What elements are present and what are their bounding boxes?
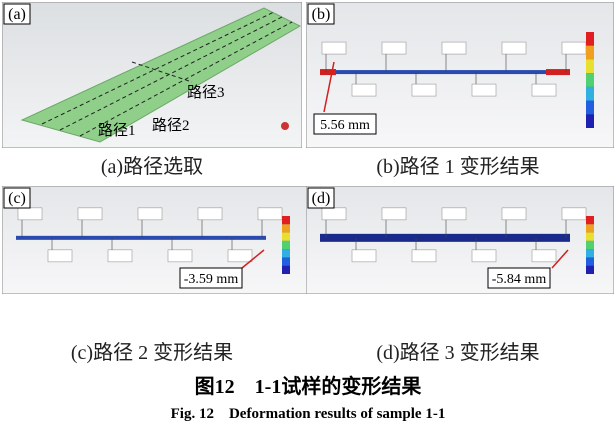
probe-label	[531, 249, 557, 263]
probe-label	[531, 83, 557, 97]
probe-label	[471, 249, 497, 263]
probe-label	[441, 207, 467, 221]
tag-box	[307, 187, 335, 209]
probe-label	[411, 249, 437, 263]
colorbar-segment	[282, 249, 290, 258]
plate	[20, 7, 302, 143]
tag-box	[3, 187, 31, 209]
probe-label	[501, 41, 527, 55]
measure-box	[313, 113, 377, 135]
probe-label	[137, 207, 163, 221]
figure-title-en: Fig. 12 Deformation results of sample 1-…	[170, 406, 446, 422]
probe-label	[381, 41, 407, 55]
arrow	[323, 61, 335, 113]
tag-box	[3, 3, 31, 25]
colorbar-segment	[282, 265, 290, 274]
panel: -3.59 mm (c)	[2, 186, 310, 294]
figure-title: 图12 1-1试样的变形结果	[194, 376, 422, 398]
probe-label	[501, 207, 527, 221]
beam-end	[320, 69, 336, 76]
panel-tag: (a)	[8, 6, 26, 23]
colorbar-segment	[282, 240, 290, 250]
path-label: 路径1	[98, 122, 136, 139]
colorbar-segment	[586, 45, 594, 60]
colorbar-segment	[586, 114, 594, 128]
probe-label	[381, 207, 407, 221]
tag-box	[307, 3, 335, 25]
probe-label	[17, 207, 43, 221]
probe-label	[411, 83, 437, 97]
measurement: 5.56 mm	[320, 118, 370, 133]
arrow	[241, 249, 265, 269]
arrow	[551, 249, 569, 269]
panel-tag: (c)	[8, 190, 26, 207]
colorbar-segment	[586, 224, 594, 233]
colorbar-segment	[586, 265, 594, 274]
measure-box	[487, 267, 551, 289]
axis-icon	[281, 122, 289, 130]
probe-label	[197, 207, 223, 221]
probe-label	[107, 249, 133, 263]
path-label: 路径2	[152, 117, 190, 134]
probe-label	[561, 207, 587, 221]
probe-label	[351, 83, 377, 97]
path-label: 路径3	[187, 84, 225, 101]
measurement: -5.84 mm	[492, 272, 547, 287]
colorbar-segment	[586, 257, 594, 266]
beam	[16, 235, 266, 240]
probe-label	[227, 249, 253, 263]
panel-a: (a) 路径3 路径1 路径2	[2, 2, 302, 148]
colorbar-segment	[586, 240, 594, 250]
caption: (b)路径 1 变形结果	[376, 156, 540, 178]
colorbar-segment	[586, 59, 594, 74]
caption: (a)路径选取	[100, 156, 204, 178]
probe-label	[257, 207, 283, 221]
colorbar-segment	[282, 257, 290, 266]
colorbar-segment	[586, 32, 594, 46]
colorbar-segment	[586, 73, 594, 87]
probe-label	[441, 41, 467, 55]
colorbar-segment	[586, 216, 594, 225]
colorbar-segment	[282, 232, 290, 241]
colorbar-segment	[586, 249, 594, 258]
panel-tag: (d)	[312, 190, 331, 207]
measure-box	[179, 267, 243, 289]
colorbar-segment	[586, 86, 594, 101]
beam-end	[546, 69, 570, 76]
colorbar-segment	[282, 216, 290, 225]
probe-label	[561, 41, 587, 55]
background	[2, 186, 310, 294]
path-line	[79, 21, 293, 137]
colorbar-segment	[586, 232, 594, 241]
probe-label	[167, 249, 193, 263]
beam	[320, 70, 570, 75]
panel: -5.84 mm (d)	[306, 186, 614, 294]
beam	[320, 233, 570, 242]
probe-label	[351, 249, 377, 263]
colorbar-segment	[282, 224, 290, 233]
probe-label	[471, 83, 497, 97]
caption: (c)路径 2 变形结果	[70, 342, 234, 364]
caption: (d)路径 3 变形结果	[376, 342, 540, 364]
panel: 5.56 mm (b)	[306, 2, 614, 148]
probe-label	[77, 207, 103, 221]
path-line	[131, 61, 193, 83]
probe-label	[321, 41, 347, 55]
panel-tag: (b)	[312, 6, 331, 23]
path-line	[41, 11, 275, 125]
measurement: -3.59 mm	[184, 272, 239, 287]
colorbar-segment	[586, 100, 594, 115]
probe-label	[47, 249, 73, 263]
probe-label	[321, 207, 347, 221]
